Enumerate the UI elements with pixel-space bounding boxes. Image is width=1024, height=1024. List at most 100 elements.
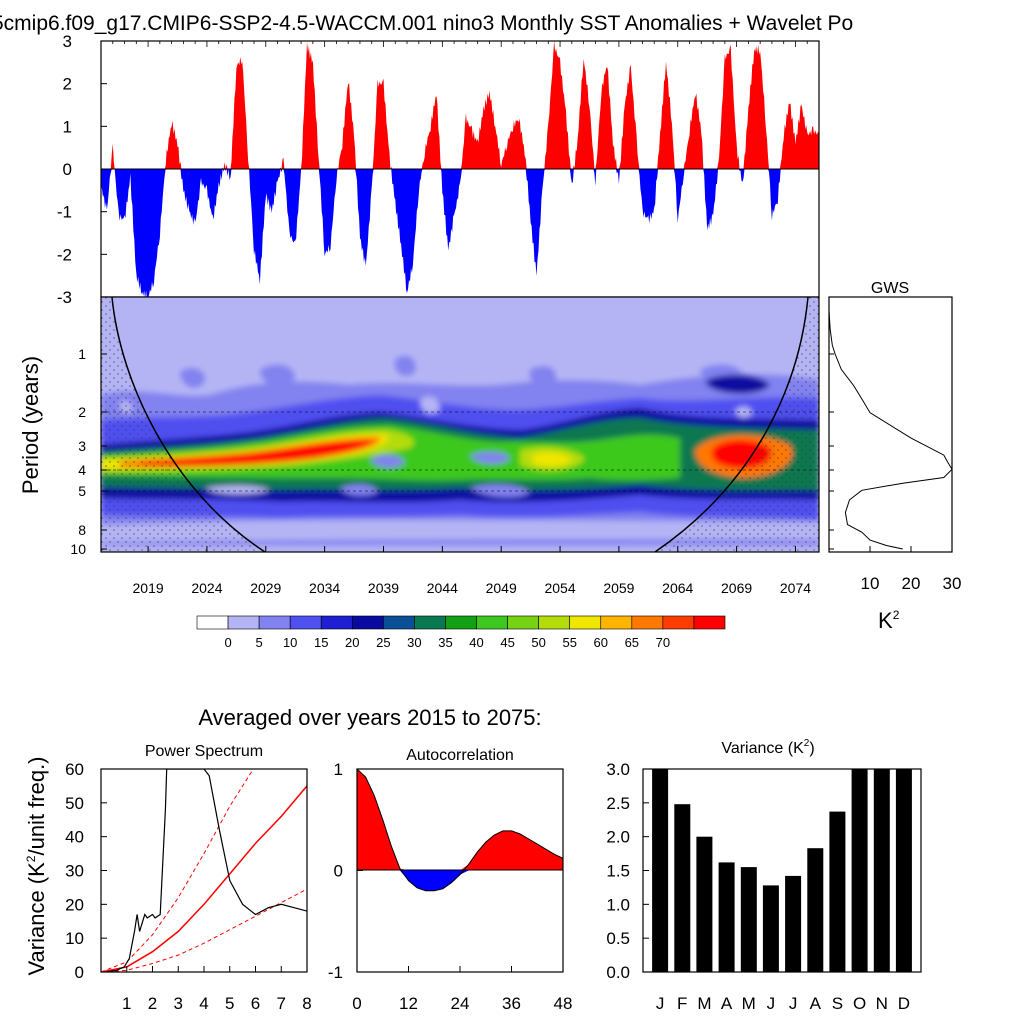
colorbar-label: 50 bbox=[531, 635, 545, 650]
gws-axes: 10 20 30 bbox=[829, 353, 962, 593]
colorbar-label: 40 bbox=[469, 635, 483, 650]
figure-title: 5cmip6.f09_g17.CMIP6-SSP2-4.5-WACCM.001 … bbox=[0, 12, 853, 35]
colorbar-label: 20 bbox=[345, 635, 359, 650]
colorbar-swatch bbox=[600, 615, 633, 630]
colorbar-label: 70 bbox=[656, 635, 670, 650]
colorbar-label: 30 bbox=[407, 635, 421, 650]
variance-x-tick-label: M bbox=[697, 994, 711, 1013]
wavelet-y-label: Period (years) bbox=[18, 356, 43, 494]
variance-y-tick-label: 3.0 bbox=[606, 760, 630, 779]
wavelet-y-axis: 1 2 3 4 5 8 10 bbox=[70, 346, 107, 557]
variance-bar bbox=[696, 836, 713, 972]
variance-bar bbox=[829, 811, 846, 972]
wavelet-y-tick-label: 1 bbox=[78, 346, 86, 362]
colorbar-label: 0 bbox=[224, 635, 231, 650]
power-spectrum-axes: 1 2 3 4 5 6 7 8 0 10 20 30 40 50 60 bbox=[65, 760, 312, 1013]
autocorrelation-axes: 0 12 24 36 48 1 0 -1 bbox=[328, 760, 573, 1013]
autocorrelation-x-tick-label: 48 bbox=[554, 994, 573, 1013]
wavelet-band-70 bbox=[140, 439, 771, 469]
variance-bar bbox=[652, 769, 669, 972]
wavelet-x-tick-label: 2039 bbox=[368, 580, 399, 596]
variance-bar bbox=[762, 885, 779, 972]
colorbar-swatch bbox=[693, 615, 726, 630]
variance-bar bbox=[674, 804, 691, 972]
colorbar-swatch bbox=[289, 615, 322, 630]
power-spectrum-x-tick-label: 3 bbox=[174, 994, 183, 1013]
variance-bars bbox=[652, 769, 912, 972]
wavelet-y-tick-label: 5 bbox=[78, 483, 86, 499]
power-spectrum-line bbox=[106, 769, 307, 972]
variance-x-tick-label: A bbox=[721, 994, 733, 1013]
power-spectrum-panel: Power Spectrum Variance (K2/unit freq.) … bbox=[24, 743, 312, 1013]
colorbar-label: 55 bbox=[562, 635, 576, 650]
wavelet-x-tick-label: 2044 bbox=[427, 580, 458, 596]
autocorrelation-positive-area bbox=[357, 769, 563, 871]
coi-right-curve bbox=[654, 297, 809, 552]
gws-panel: GWS 10 20 30 K2 bbox=[828, 280, 962, 633]
timeseries-y-tick-label: -2 bbox=[57, 245, 72, 264]
wavelet-y-tick-label: 3 bbox=[78, 438, 86, 454]
gws-x-tick-label: 10 bbox=[861, 574, 880, 593]
autocorrelation-negative-area bbox=[357, 870, 563, 891]
variance-bar bbox=[718, 862, 735, 972]
power-spectrum-y-tick-label: 50 bbox=[65, 794, 84, 813]
variance-x-tick-label: S bbox=[832, 994, 843, 1013]
variance-bar bbox=[873, 769, 890, 972]
variance-x-tick-label: D bbox=[898, 994, 910, 1013]
wavelet-x-tick-label: 2059 bbox=[603, 580, 634, 596]
power-spectrum-y-tick-label: 30 bbox=[65, 862, 84, 881]
power-spectrum-x-tick-label: 1 bbox=[122, 994, 131, 1013]
wavelet-x-tick-label: 2019 bbox=[133, 580, 164, 596]
power-spectrum-x-tick-label: 8 bbox=[302, 994, 311, 1013]
power-spectrum-y-tick-label: 20 bbox=[65, 895, 84, 914]
colorbar-swatch bbox=[631, 615, 664, 630]
variance-x-tick-label: J bbox=[656, 994, 665, 1013]
colorbar-label: 45 bbox=[500, 635, 514, 650]
power-spectrum-y-tick-label: 10 bbox=[65, 929, 84, 948]
autocorrelation-panel: Autocorrelation 0 12 24 36 48 1 0 -1 bbox=[328, 747, 573, 1013]
autocorrelation-x-tick-label: 12 bbox=[399, 994, 418, 1013]
colorbar-swatch bbox=[569, 615, 602, 630]
colorbar-swatch bbox=[258, 615, 291, 630]
variance-bar bbox=[807, 848, 824, 972]
wavelet-x-tick-label: 2064 bbox=[662, 580, 693, 596]
wavelet-panel: Period (years) 1 2 3 4 5 8 10 2019 2024 2029 2034… bbox=[18, 296, 820, 596]
wavelet-y-tick-label: 10 bbox=[70, 541, 86, 557]
coi-right-stipple bbox=[655, 297, 819, 552]
power-spectrum-x-tick-label: 5 bbox=[225, 994, 234, 1013]
autocorrelation-y-tick-label: 0 bbox=[334, 862, 343, 881]
variance-bar bbox=[895, 769, 912, 972]
colorbar-swatch bbox=[476, 615, 508, 630]
timeseries-y-tick-label: 3 bbox=[63, 32, 72, 51]
variance-bar bbox=[740, 867, 757, 972]
wavelet-blob-low bbox=[180, 356, 745, 388]
gws-x-tick-label: 20 bbox=[902, 574, 921, 593]
variance-y-tick-label: 0.5 bbox=[606, 929, 630, 948]
variance-x-tick-label: J bbox=[789, 994, 798, 1013]
colorbar-label: 60 bbox=[594, 635, 608, 650]
power-spectrum-red-noise bbox=[101, 785, 307, 972]
variance-bar bbox=[851, 769, 868, 972]
variance-y-tick-label: 2.5 bbox=[606, 794, 630, 813]
variance-panel: Variance (K2) J F M A M J J A S O N D3.02.52.01.51.… bbox=[606, 738, 922, 1013]
autocorrelation-x-tick-label: 0 bbox=[352, 994, 361, 1013]
wavelet-x-tick-label: 2034 bbox=[309, 580, 340, 596]
wavelet-contours bbox=[101, 356, 819, 545]
colorbar-swatch bbox=[538, 615, 571, 630]
power-spectrum-y-label: Variance (K2/unit freq.) bbox=[24, 756, 49, 975]
power-spectrum-x-tick-label: 7 bbox=[277, 994, 286, 1013]
autocorrelation-x-tick-label: 36 bbox=[502, 994, 521, 1013]
colorbar-swatch bbox=[662, 615, 695, 630]
power-spectrum-frame bbox=[100, 768, 308, 973]
colorbar: 0 5 10 15 20 25 30 35 40 45 50 55 60 65 70 bbox=[196, 615, 726, 650]
gws-line bbox=[828, 310, 953, 550]
colorbar-label: 65 bbox=[625, 635, 639, 650]
wavelet-x-axis: 2019 2024 2029 2034 2039 2044 2049 2054 2059 2064… bbox=[133, 546, 811, 596]
timeseries-y-tick-label: -1 bbox=[57, 203, 72, 222]
variance-x-tick-label: J bbox=[767, 994, 776, 1013]
gws-frame bbox=[828, 296, 953, 553]
variance-y-tick-label: 1.5 bbox=[606, 862, 630, 881]
gws-x-tick-label: 30 bbox=[943, 574, 962, 593]
colorbar-label: 5 bbox=[256, 635, 263, 650]
power-spectrum-title: Power Spectrum bbox=[145, 743, 263, 760]
